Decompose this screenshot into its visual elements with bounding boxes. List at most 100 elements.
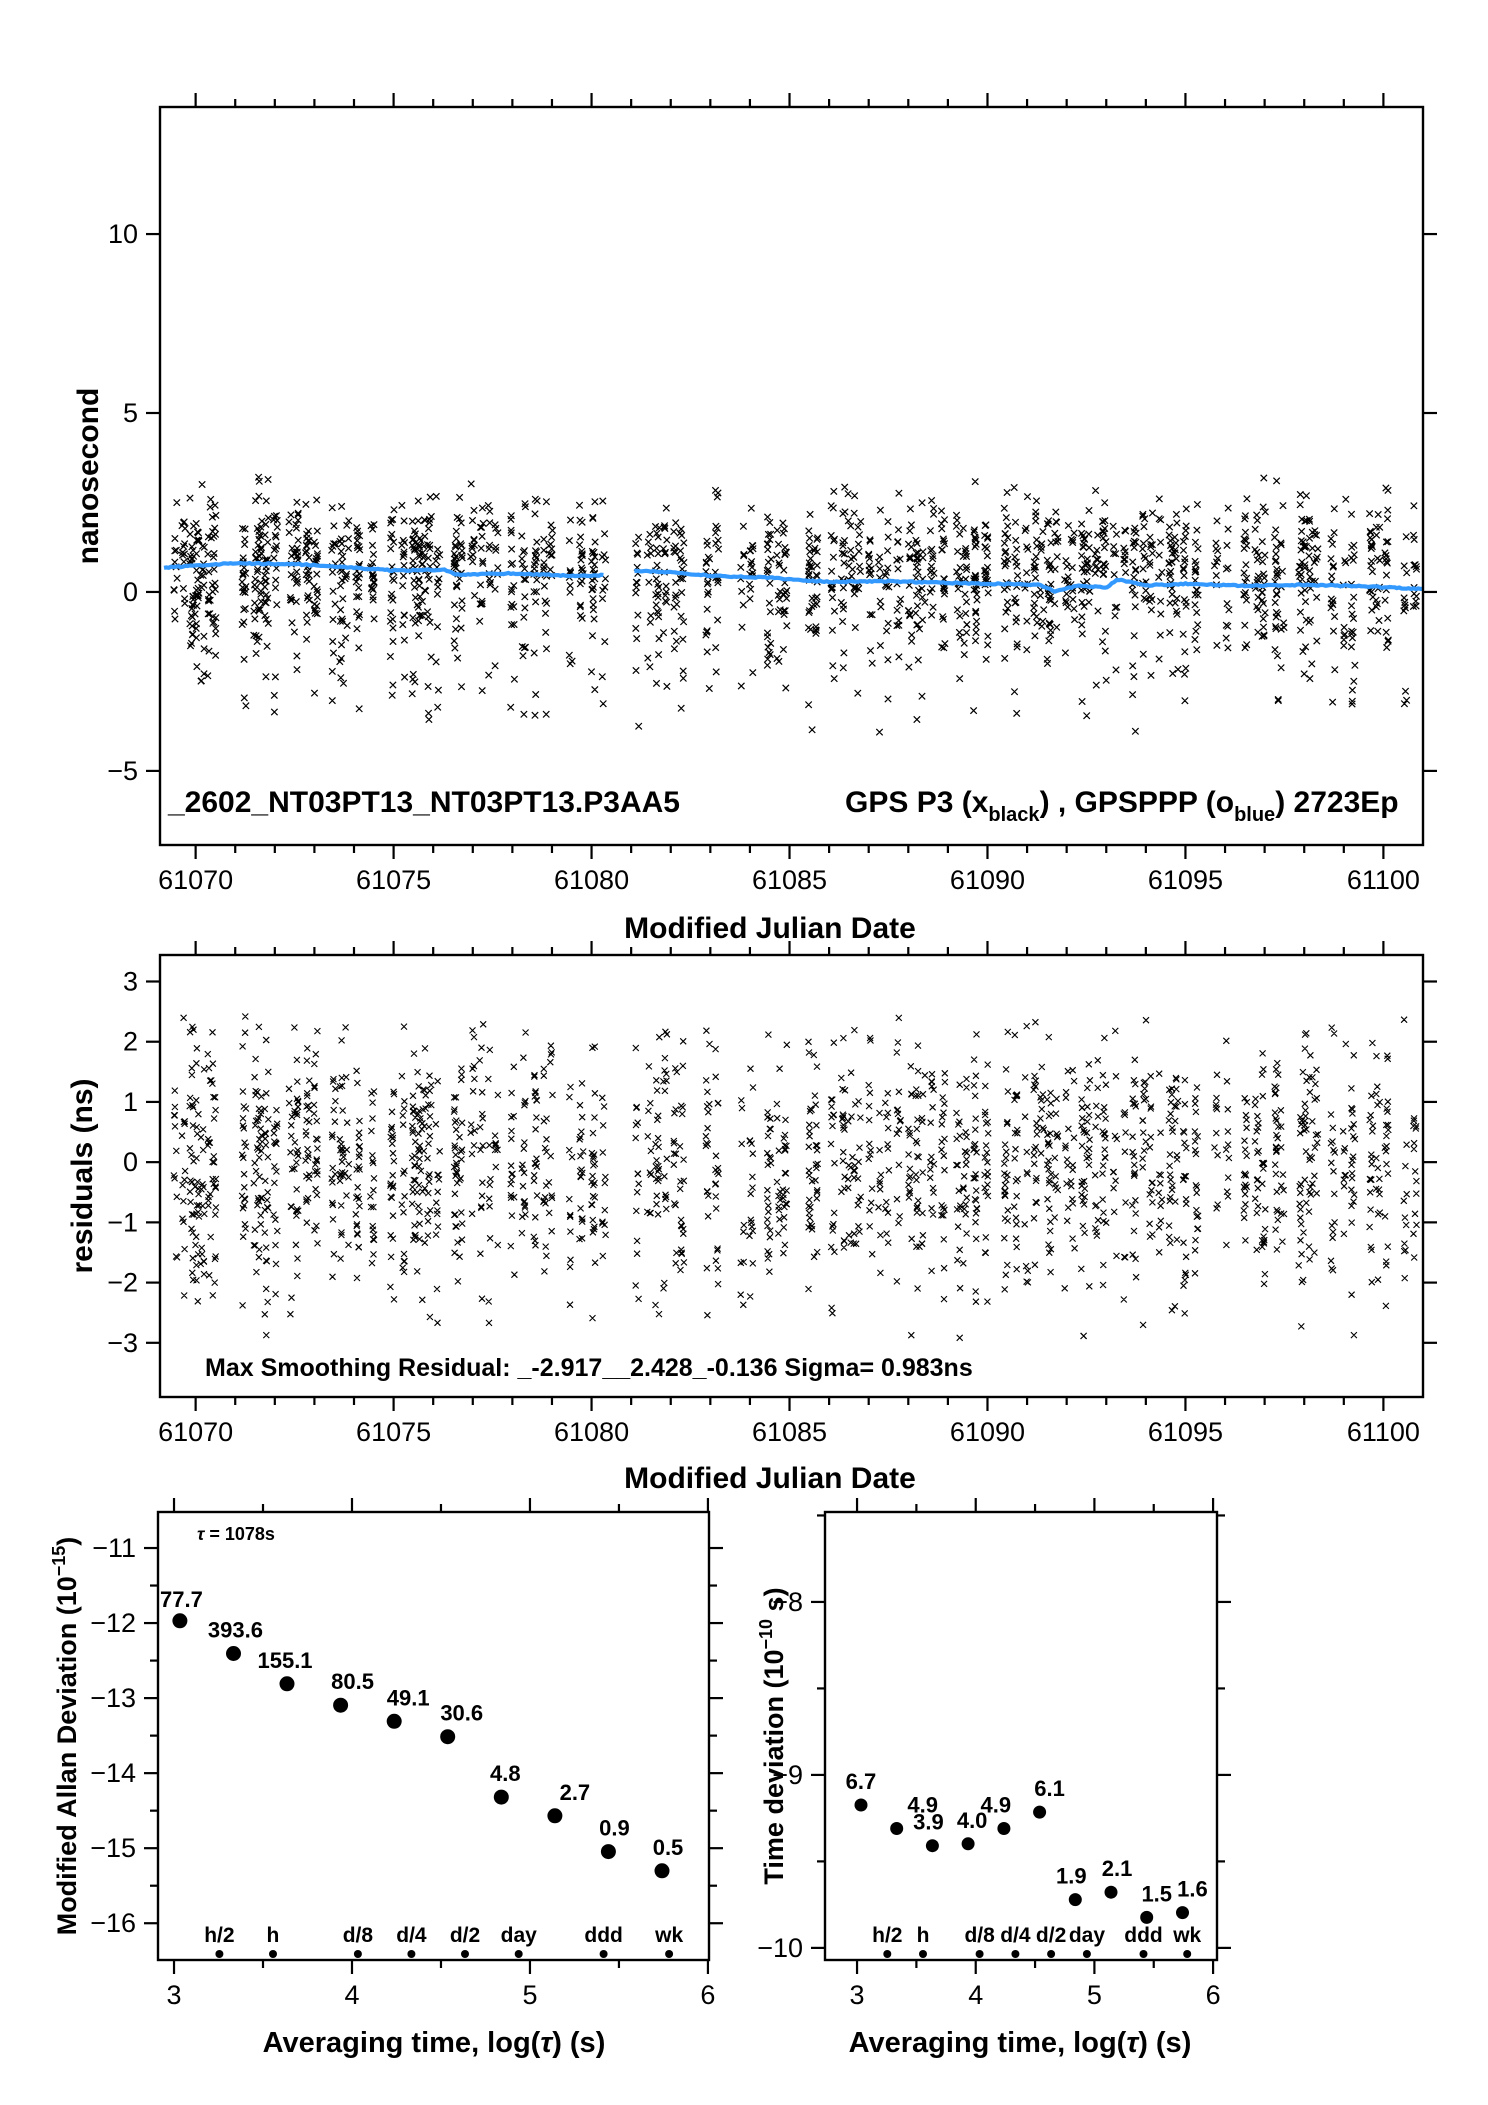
x-tick-label: 3 — [850, 1980, 865, 2010]
deviation-dot — [1033, 1805, 1047, 1819]
tau-mark-dot — [1183, 1950, 1192, 1958]
deviation-dot — [1140, 1910, 1154, 1924]
deviation-dot — [1176, 1906, 1189, 1920]
tau-mark-label: d/8 — [343, 1924, 374, 1947]
x-tick-label: 61075 — [356, 1417, 431, 1447]
tau-mark-label: h/2 — [204, 1924, 234, 1947]
deviation-value-label: 6.7 — [846, 1769, 877, 1794]
deviation-dot — [600, 1844, 616, 1860]
deviation-dot — [854, 1798, 868, 1812]
x-tick-label: 61080 — [554, 865, 629, 895]
y-tick-label: 0 — [123, 1147, 138, 1177]
y-tick-label: 0 — [123, 577, 138, 607]
deviation-dot — [961, 1837, 975, 1851]
deviation-value-label: 0.5 — [653, 1835, 684, 1860]
deviation-value-label: 4.8 — [490, 1761, 521, 1786]
deviation-dot — [226, 1646, 241, 1661]
y-axis-title: residuals (ns) — [66, 1078, 99, 1273]
deviation-dot — [1104, 1885, 1118, 1899]
x-tick-label: 61100 — [1347, 865, 1420, 895]
x-axis-title: Modified Julian Date — [624, 1462, 916, 1495]
ppp-smoothed-line — [163, 560, 1423, 594]
tau-mark-label: wk — [1172, 1924, 1201, 1947]
y-tick-label: −2 — [107, 1268, 138, 1298]
deviation-dot — [172, 1613, 188, 1629]
tau-mark-dot — [599, 1950, 608, 1958]
deviation-dot — [440, 1729, 456, 1745]
deviation-value-label: 80.5 — [331, 1669, 374, 1694]
x-tick-label: 6 — [1206, 1980, 1221, 2010]
deviation-value-label: 77.7 — [160, 1587, 203, 1612]
x-tick-label: 61070 — [158, 865, 233, 895]
tau-mark-label: h — [917, 1924, 930, 1947]
x-tick-label: 6 — [700, 1980, 715, 2010]
deviation-value-label: 2.1 — [1102, 1856, 1133, 1881]
tau-mark-label: h/2 — [872, 1924, 902, 1947]
y-tick-label: 2 — [123, 1027, 138, 1057]
deviation-dot — [654, 1863, 670, 1879]
deviation-value-label: 3.9 — [913, 1810, 944, 1835]
deviation-dot — [493, 1789, 509, 1805]
subplot-smoothing-residuals: 61070 61075 61080 61085 61090 61095 61100 −3 −2 −… — [66, 941, 1437, 1495]
x-tick-label: 61075 — [356, 865, 431, 895]
y-axis-title: Time deviation (10−10 s) — [756, 1587, 789, 1884]
deviation-dot — [1068, 1893, 1082, 1907]
x-axis-title: Modified Julian Date — [624, 912, 916, 945]
y-tick-label: −13 — [90, 1683, 136, 1713]
y-tick-label: −10 — [757, 1933, 803, 1963]
tau-mark-label: day — [501, 1924, 538, 1947]
x-tick-label: 5 — [522, 1980, 537, 2010]
deviation-value-label: 1.9 — [1056, 1864, 1087, 1889]
tau-mark-label: wk — [654, 1924, 683, 1947]
y-tick-label: 3 — [123, 966, 138, 996]
tau-mark-label: ddd — [584, 1924, 622, 1947]
y-tick-label: −8 — [772, 1587, 803, 1617]
y-tick-label: −12 — [90, 1608, 136, 1638]
x-tick-label: 61085 — [752, 865, 827, 895]
deviation-dot — [547, 1808, 563, 1824]
y-tick-label: −14 — [90, 1758, 136, 1788]
x-tick-label: 61085 — [752, 1417, 827, 1447]
x-axis-title: Averaging time, log(τ) (s) — [849, 2027, 1192, 2059]
y-tick-label: 1 — [123, 1087, 138, 1117]
scatter-x-markers — [170, 1013, 1420, 1342]
x-tick-label: 5 — [1087, 1980, 1102, 2010]
y-tick-label: −15 — [90, 1833, 136, 1863]
deviation-dot — [925, 1839, 939, 1853]
deviation-value-label: 2.7 — [560, 1780, 591, 1805]
y-tick-label: −3 — [107, 1328, 138, 1358]
y-tick-label: −1 — [107, 1207, 138, 1237]
tau-mark-label: d/2 — [1036, 1924, 1066, 1947]
y-axis-title: nanosecond — [72, 388, 105, 565]
tau-mark-label: d/4 — [396, 1924, 427, 1947]
plot-frame — [158, 105, 1425, 847]
deviation-value-label: 4.9 — [981, 1793, 1012, 1818]
x-tick-label: 61095 — [1148, 1417, 1223, 1447]
tau-mark-dot — [1047, 1950, 1056, 1958]
deviation-dot — [997, 1822, 1011, 1835]
tau-mark-dot — [1011, 1950, 1020, 1958]
tau-mark-label: day — [1069, 1924, 1106, 1947]
plot-title-id: _2602_NT03PT13_NT03PT13.P3AA5 — [167, 786, 680, 819]
subplot-time-deviation: 3 4 5 6−10−9−86.74.93.9 4.04.96.11.9 2.11.5 1.… — [756, 1498, 1231, 2059]
tau-mark-dot — [407, 1950, 416, 1958]
plot-frame — [156, 1510, 711, 1962]
tau-mark-dot — [665, 1950, 674, 1958]
tau-mark-label: d/8 — [964, 1924, 995, 1947]
y-tick-label: −9 — [772, 1760, 803, 1790]
tau-mark-label: h — [267, 1924, 280, 1947]
deviation-value-label: 393.6 — [208, 1617, 263, 1642]
y-tick-label: 10 — [108, 219, 138, 249]
x-tick-label: 61070 — [158, 1417, 233, 1447]
deviation-dot — [279, 1676, 295, 1692]
tau-mark-dot — [514, 1950, 523, 1958]
plot-frame — [158, 953, 1425, 1399]
tau-mark-dot — [461, 1950, 469, 1958]
deviation-value-label: 30.6 — [440, 1701, 483, 1726]
plot-frame — [823, 1510, 1219, 1962]
deviation-value-label: 1.5 — [1141, 1881, 1172, 1906]
deviation-dot — [890, 1822, 904, 1835]
y-tick-label: −5 — [107, 756, 138, 786]
